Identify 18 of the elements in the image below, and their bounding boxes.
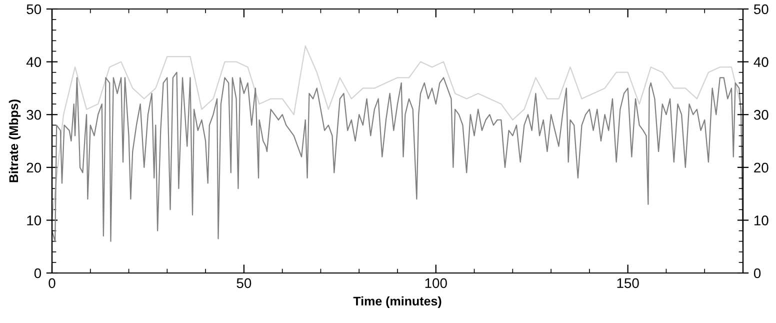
y2-tick-label: 0 <box>754 268 761 278</box>
x-tick-label: 50 <box>236 278 252 288</box>
y-tick-label: 20 <box>26 162 42 173</box>
y-axis-title: Bitrate (Mbps) <box>8 100 21 182</box>
x-axis-title: Time (minutes) <box>353 296 442 308</box>
x-tick-label: 150 <box>617 278 639 288</box>
x-tick-label: 100 <box>425 278 447 288</box>
y-tick-label: 50 <box>26 4 42 14</box>
x-tick-label: 0 <box>48 278 56 288</box>
y-tick-label: 10 <box>27 216 42 226</box>
y-tick-label: 0 <box>34 268 42 278</box>
y-tick-label: 40 <box>26 57 42 67</box>
y2-tick-label: 10 <box>754 216 768 226</box>
y2-tick-label: 20 <box>754 162 768 173</box>
y-tick-label: 30 <box>26 110 42 120</box>
y2-tick-label: 40 <box>754 57 768 67</box>
y2-tick-label: 30 <box>754 110 768 120</box>
y2-tick-label: 50 <box>754 4 768 14</box>
